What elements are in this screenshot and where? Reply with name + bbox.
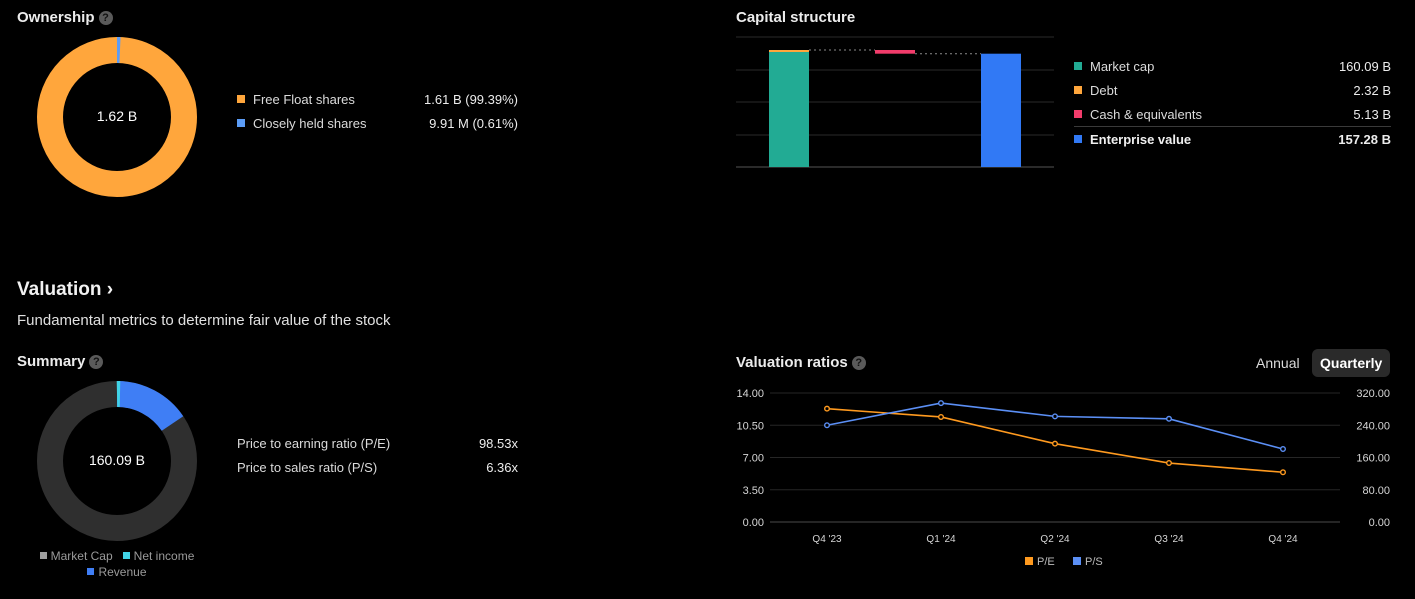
legend-label: P/S	[1085, 556, 1103, 568]
legend-label: Cash & equivalents	[1090, 107, 1203, 122]
bar-market-cap	[769, 51, 809, 167]
toggle-quarterly[interactable]: Quarterly	[1312, 349, 1391, 377]
ps-ratio-value: 6.36x	[486, 460, 518, 475]
legend-swatch	[1073, 557, 1081, 565]
help-icon[interactable]: ?	[98, 11, 113, 25]
legend-cash: Cash & equivalents	[1074, 107, 1202, 122]
data-point	[1280, 469, 1287, 476]
legend-swatch	[1074, 135, 1082, 143]
ownership-header: Ownership?	[17, 9, 113, 26]
data-point	[1166, 460, 1173, 467]
legend-debt: Debt	[1074, 83, 1117, 98]
summary-title: Summary	[17, 353, 86, 370]
y-right-tick: 0.00	[1369, 517, 1390, 529]
y-left-tick: 3.50	[743, 485, 764, 497]
legend-label: Market cap	[1090, 59, 1155, 74]
x-tick-label: Q4 '23	[812, 534, 842, 545]
chevron-right-icon: ›	[106, 279, 114, 300]
pe-ratio-label: Price to earning ratio (P/E)	[237, 436, 391, 451]
divider	[1074, 126, 1391, 127]
data-point	[823, 405, 830, 412]
y-left-tick: 10.50	[736, 420, 764, 432]
data-point	[1280, 446, 1287, 453]
enterprise-value: 157.28 B	[1338, 132, 1391, 147]
legend-label: Enterprise value	[1090, 132, 1192, 147]
summary-donut	[37, 380, 197, 541]
x-tick-label: Q4 '24	[1268, 534, 1298, 545]
y-left-tick: 14.00	[736, 388, 764, 400]
y-right-tick: 320.00	[1356, 388, 1390, 400]
legend-swatch	[237, 95, 245, 103]
summary-center-label: 160.09 B	[88, 452, 146, 468]
legend-swatch	[237, 119, 245, 127]
bar-debt	[769, 50, 809, 52]
legend-swatch	[1074, 110, 1082, 118]
capital-structure-chart	[736, 36, 1054, 168]
legend-label: Closely held shares	[253, 116, 367, 131]
data-point	[1052, 440, 1059, 447]
legend-net-income: Net income	[122, 549, 194, 563]
legend-label: P/E	[1037, 556, 1055, 568]
valuation-title: Valuation	[17, 279, 102, 300]
y-left-tick: 0.00	[743, 517, 764, 529]
legend-market-cap: Market Cap	[39, 549, 113, 563]
help-icon[interactable]: ?	[89, 355, 104, 369]
legend-swatch	[39, 552, 47, 559]
ps-ratio-label: Price to sales ratio (P/S)	[237, 460, 378, 475]
summary-legend: Market Cap Net income	[0, 549, 234, 563]
legend-swatch	[1025, 557, 1033, 565]
closely-held-value: 9.91 M (0.61%)	[429, 116, 518, 131]
bar-enterprise-value	[981, 53, 1021, 167]
y-right-tick: 160.00	[1356, 453, 1390, 465]
donut-segment-closely-held	[37, 37, 197, 197]
legend-swatch	[87, 568, 95, 575]
legend-revenue: Revenue	[0, 565, 234, 579]
y-right-tick: 240.00	[1356, 420, 1390, 432]
legend-swatch	[122, 552, 130, 559]
valuation-ratios-chart: 14.00 320.00 10.50 240.00 7.00 160.00 3.50 80.0…	[736, 388, 1390, 568]
valuation-ratios-title: Valuation ratios	[736, 354, 848, 371]
pe-ratio-value: 98.53x	[478, 436, 518, 451]
legend-swatch	[1074, 86, 1082, 94]
legend-label: Free Float shares	[253, 92, 355, 107]
data-point	[1166, 415, 1173, 422]
cash-value: 5.13 B	[1353, 107, 1391, 122]
y-right-tick: 80.00	[1362, 485, 1390, 497]
data-point	[937, 400, 944, 407]
legend-swatch	[1074, 62, 1082, 70]
summary-header: Summary?	[17, 353, 104, 370]
debt-value: 2.32 B	[1353, 83, 1391, 98]
free-float-value: 1.61 B (99.39%)	[424, 92, 518, 107]
bar-cash	[875, 50, 915, 54]
capital-title: Capital structure	[736, 9, 856, 26]
legend-closely-held: Closely held shares	[237, 116, 366, 131]
legend-free-float: Free Float shares	[237, 92, 355, 107]
x-tick-label: Q3 '24	[1154, 534, 1184, 545]
y-left-tick: 7.00	[743, 453, 764, 465]
market-cap-value: 160.09 B	[1338, 59, 1391, 74]
x-tick-label: Q1 '24	[926, 534, 956, 545]
legend-label: Debt	[1090, 83, 1118, 98]
data-point	[823, 422, 830, 429]
valuation-link[interactable]: Valuation ›	[17, 279, 113, 301]
valuation-subtitle: Fundamental metrics to determine fair va…	[17, 312, 391, 329]
help-icon[interactable]: ?	[851, 356, 866, 370]
data-point	[937, 413, 944, 420]
x-tick-label: Q2 '24	[1040, 534, 1070, 545]
ownership-center-label: 1.62 B	[96, 108, 138, 124]
ownership-donut	[37, 37, 197, 197]
ownership-title: Ownership	[17, 9, 95, 26]
donut-segment-revenue	[116, 381, 184, 432]
data-point	[1052, 413, 1059, 420]
valuation-ratios-header: Valuation ratios?	[736, 354, 866, 371]
toggle-annual[interactable]: Annual	[1256, 355, 1300, 371]
legend-enterprise-value: Enterprise value	[1074, 132, 1191, 147]
legend-market-cap: Market cap	[1074, 59, 1154, 74]
